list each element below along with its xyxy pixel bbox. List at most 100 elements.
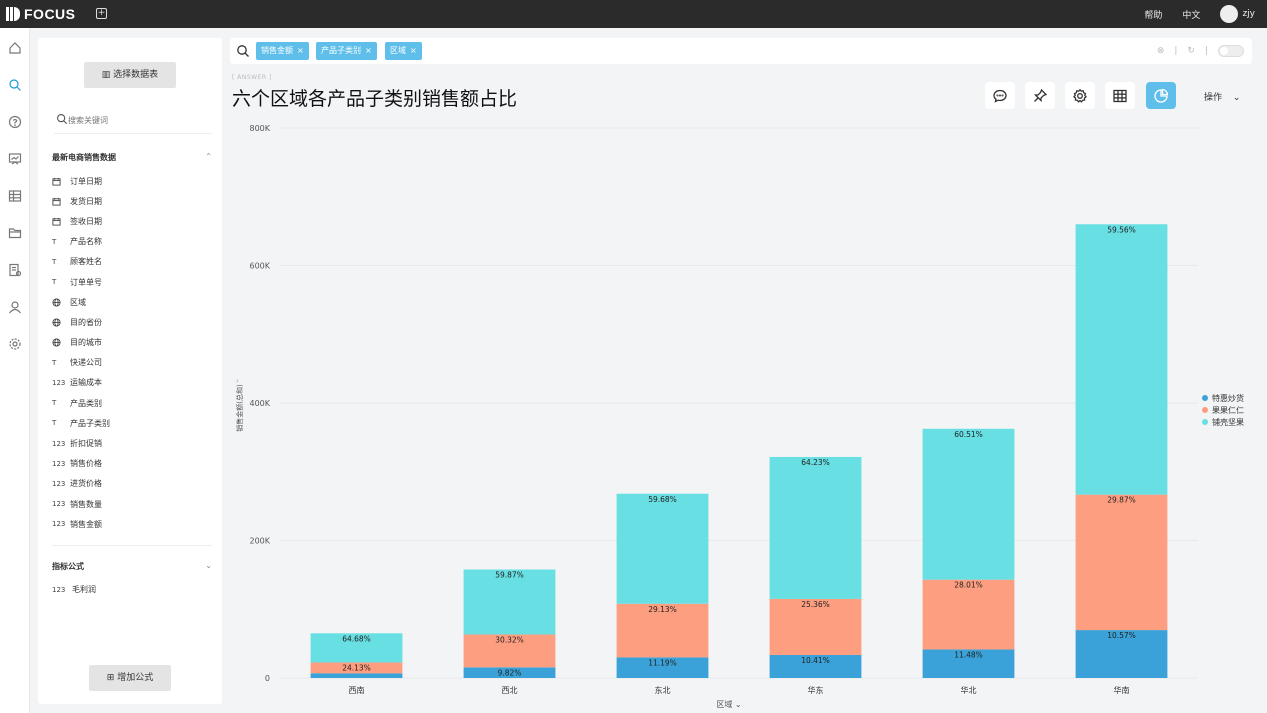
text-icon: T xyxy=(52,257,57,266)
x-tick-label: 西北 xyxy=(502,686,518,695)
bar-segment xyxy=(463,634,556,668)
close-icon[interactable]: × xyxy=(297,46,304,55)
data-label: 28.01% xyxy=(954,581,983,590)
search-icon xyxy=(56,113,68,125)
field-item[interactable]: 发货日期 xyxy=(52,191,212,211)
field-item[interactable]: 123 进货价格 xyxy=(52,474,212,494)
legend-item[interactable]: 果果仁仁 xyxy=(1202,404,1244,416)
field-item[interactable]: 目的城市 xyxy=(52,333,212,353)
operations-menu[interactable]: 操作 ⌄ xyxy=(1204,90,1240,103)
chevron-down-icon[interactable]: ⌄ xyxy=(205,561,212,570)
globe-icon xyxy=(52,298,70,307)
number-icon: 123 xyxy=(52,585,66,594)
table-view-button[interactable] xyxy=(1105,82,1135,109)
auto-toggle[interactable] xyxy=(1218,45,1244,57)
search-icon[interactable] xyxy=(8,77,22,91)
legend-item[interactable]: 特惠炒货 xyxy=(1202,392,1244,404)
gear-icon[interactable] xyxy=(8,336,22,350)
field-label: 产品类别 xyxy=(70,398,102,408)
close-icon[interactable]: × xyxy=(410,46,417,55)
chart-legend: 特惠炒货 果果仁仁 铺壳坚果 xyxy=(1202,392,1244,428)
field-item[interactable]: T 顾客姓名 xyxy=(52,252,212,272)
user-icon[interactable] xyxy=(8,299,22,314)
avatar[interactable] xyxy=(1220,5,1239,23)
search-chip[interactable]: 区域 × xyxy=(385,42,422,60)
new-tab-icon[interactable]: + xyxy=(96,8,107,19)
table-icon[interactable] xyxy=(8,188,22,202)
separator: | xyxy=(1204,46,1208,56)
settings-button[interactable] xyxy=(1065,82,1095,109)
comment-icon xyxy=(993,89,1007,103)
x-tick-label: 华东 xyxy=(808,685,824,695)
operations-label: 操作 xyxy=(1204,93,1223,103)
user-name[interactable]: zjy xyxy=(1242,9,1255,19)
bar-segment xyxy=(922,428,1015,580)
legend-swatch xyxy=(1202,395,1208,401)
formula-group-label: 指标公式 xyxy=(52,562,84,571)
chart-type-button[interactable] xyxy=(1146,82,1176,109)
bar-segment xyxy=(616,493,709,604)
data-label: 9.82% xyxy=(498,668,522,677)
field-item[interactable]: 123 销售价格 xyxy=(52,454,212,474)
chip-label: 产品子类别 xyxy=(321,46,361,55)
home-icon[interactable] xyxy=(8,40,22,54)
legend-swatch xyxy=(1202,407,1208,413)
field-label: 目的城市 xyxy=(70,338,102,348)
bar-segment xyxy=(463,667,556,678)
bar-segment xyxy=(769,456,862,599)
field-item[interactable]: 订单日期 xyxy=(52,171,212,191)
select-table-button[interactable]: ▥ 选择数据表 xyxy=(84,62,176,88)
help-circle-icon[interactable] xyxy=(8,114,22,129)
search-chip[interactable]: 销售金额 × xyxy=(256,42,309,60)
field-search-input[interactable] xyxy=(68,110,208,130)
calendar-icon xyxy=(52,197,70,206)
logo-text: FOCUS xyxy=(24,6,76,22)
folder-icon[interactable] xyxy=(8,225,22,239)
dashboard-icon[interactable] xyxy=(8,151,22,165)
table-group-header[interactable]: 最新电商销售数据 ⌃ xyxy=(52,152,212,168)
field-item[interactable]: 目的省份 xyxy=(52,312,212,332)
language-switch[interactable]: 中文 xyxy=(1182,10,1201,21)
field-item[interactable]: 区域 xyxy=(52,292,212,312)
data-settings-icon[interactable] xyxy=(8,262,22,277)
focus-logo[interactable]: FOCUS xyxy=(6,5,76,23)
text-icon: T xyxy=(52,399,57,408)
text-icon: T xyxy=(52,419,57,428)
divider xyxy=(52,545,212,546)
field-item[interactable]: 123 销售数量 xyxy=(52,494,212,514)
field-item[interactable]: T 快递公司 xyxy=(52,353,212,373)
close-icon[interactable]: × xyxy=(365,46,372,55)
refresh-icon[interactable]: ↻ xyxy=(1187,46,1195,56)
field-item[interactable]: T 产品类别 xyxy=(52,393,212,413)
pin-button[interactable] xyxy=(1025,82,1055,109)
field-item[interactable]: 123 折扣促销 xyxy=(52,433,212,453)
field-item[interactable]: T 产品子类别 xyxy=(52,413,212,433)
bar-segment xyxy=(310,633,403,663)
comment-button[interactable] xyxy=(985,82,1015,109)
legend-item[interactable]: 铺壳坚果 xyxy=(1202,416,1244,428)
formula-item[interactable]: 123 毛利润 xyxy=(52,584,96,595)
clear-icon[interactable]: ⊗ xyxy=(1156,46,1165,56)
bar-segment xyxy=(922,579,1015,650)
chevron-up-icon[interactable]: ⌃ xyxy=(205,152,212,161)
formula-group-header[interactable]: 指标公式 ⌄ xyxy=(52,561,212,577)
field-label: 区域 xyxy=(70,297,86,307)
legend-label: 特惠炒货 xyxy=(1212,393,1244,403)
bar-segment xyxy=(1075,630,1168,678)
search-bar[interactable]: 销售金额 × 产品子类别 × 区域 × ⊗ | ↻ | xyxy=(230,38,1252,64)
field-item[interactable]: T 产品名称 xyxy=(52,232,212,252)
field-item[interactable]: T 订单单号 xyxy=(52,272,212,292)
add-formula-label: 增加公式 xyxy=(117,673,154,683)
search-chip[interactable]: 产品子类别 × xyxy=(316,42,377,60)
field-item[interactable]: 123 销售金额 xyxy=(52,514,212,534)
field-label: 产品名称 xyxy=(70,237,102,247)
field-item[interactable]: 123 运输成本 xyxy=(52,373,212,393)
bar-segment xyxy=(769,654,862,678)
help-link[interactable]: 帮助 xyxy=(1144,10,1163,21)
field-item[interactable]: 签收日期 xyxy=(52,211,212,231)
add-formula-button[interactable]: ⊞ 增加公式 xyxy=(89,665,171,691)
y-tick-label: 400K xyxy=(249,399,270,408)
calendar-icon xyxy=(52,217,70,226)
number-icon: 123 xyxy=(52,479,66,488)
data-label: 59.56% xyxy=(1107,225,1136,234)
